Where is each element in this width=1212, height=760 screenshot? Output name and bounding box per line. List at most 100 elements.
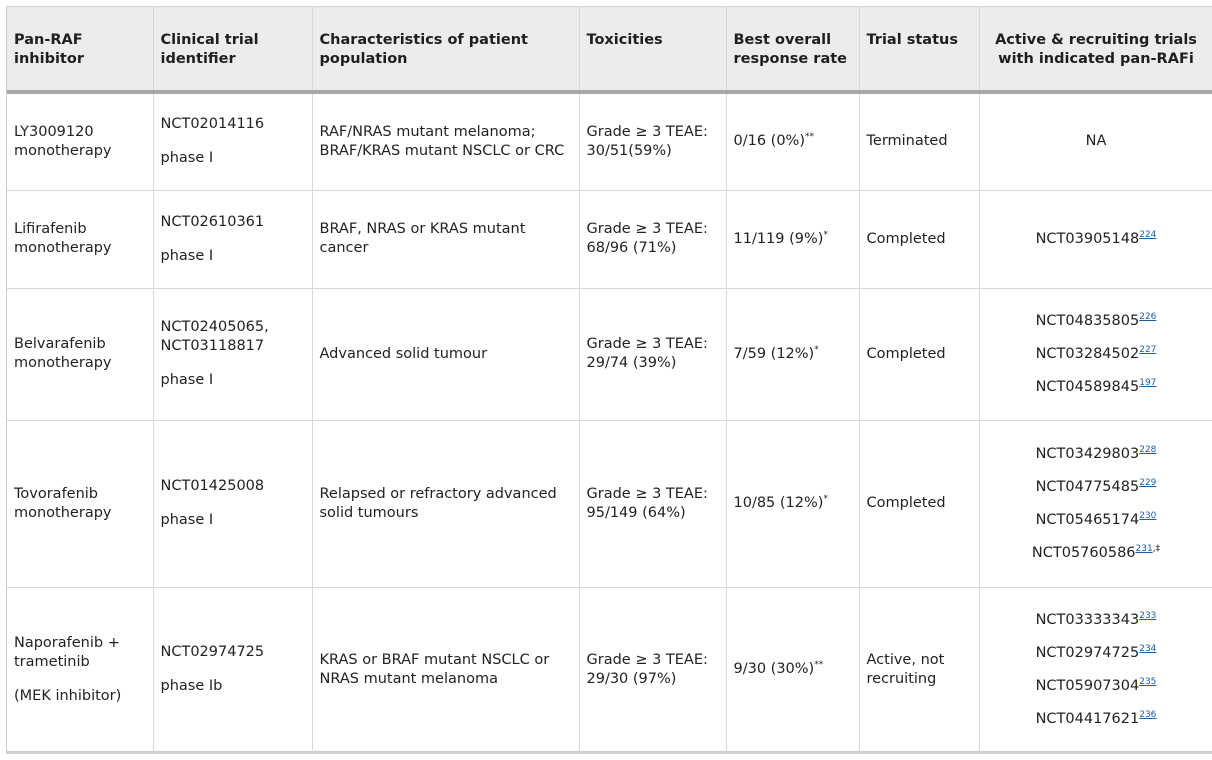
- toxicity-cell: Grade ≥ 3 TEAE: 95/149 (64%): [579, 420, 727, 588]
- response-footnote-mark: *: [823, 229, 828, 240]
- active-trials-cell: NA: [979, 92, 1212, 191]
- reference-link[interactable]: 236: [1139, 709, 1157, 720]
- response-footnote-mark: **: [805, 132, 814, 143]
- response-value: 11/119 (9%): [733, 230, 824, 247]
- response-cell: 9/30 (30%)**: [726, 587, 860, 752]
- active-trial: NCT03333343233: [987, 604, 1206, 637]
- reference-link[interactable]: 234: [1139, 643, 1157, 654]
- toxicity-value: 68/96 (71%): [586, 240, 677, 256]
- active-trial-id: NCT04775485: [1035, 478, 1140, 495]
- population-cell: Advanced solid tumour: [312, 288, 580, 421]
- inhibitor-name: Lifirafenib: [14, 221, 87, 237]
- active-trial-id: NCT04417621: [1035, 710, 1140, 727]
- trial-id: NCT02974725: [160, 644, 265, 661]
- response-value: 9/30 (30%): [733, 661, 815, 678]
- column-header-trial-status: Trial status: [859, 7, 980, 94]
- population-cell: RAF/NRAS mutant melanoma; BRAF/KRAS muta…: [312, 92, 580, 191]
- active-trial-id: NCT03333343: [1035, 611, 1140, 628]
- reference-link[interactable]: 229: [1139, 477, 1157, 488]
- active-trial-id: NCT05465174: [1035, 511, 1140, 528]
- table-row: Belvarafenib monotherapy NCT02405065, NC…: [7, 288, 1212, 421]
- reference-link[interactable]: 231: [1135, 543, 1153, 554]
- toxicity-cell: Grade ≥ 3 TEAE: 68/96 (71%): [579, 190, 727, 289]
- reference-link[interactable]: 235: [1139, 676, 1157, 687]
- inhibitor-name: Naporafenib +: [14, 634, 120, 651]
- response-footnote-mark: **: [814, 660, 824, 671]
- trial-id-cell: NCT02014116 phase I: [153, 92, 313, 191]
- active-trials-cell: NCT03429803228 NCT04775485229 NCT0546517…: [979, 420, 1212, 588]
- trial-id: NCT01425008: [160, 478, 265, 494]
- reference-link[interactable]: 197: [1139, 377, 1157, 388]
- status-cell: Terminated: [859, 92, 980, 191]
- column-header-population: Characteristics of patient population: [312, 7, 580, 94]
- inhibitor-name: Belvarafenib: [14, 336, 106, 352]
- status-cell: Completed: [859, 288, 980, 421]
- reference-link[interactable]: 233: [1139, 610, 1157, 621]
- column-header-active-trials: Active & recruiting trials with indicate…: [979, 7, 1212, 94]
- table-row: LY3009120 monotherapy NCT02014116 phase …: [7, 92, 1212, 191]
- toxicity-value: 29/74 (39%): [586, 355, 677, 371]
- inhibitor-name: Tovorafenib: [14, 485, 99, 502]
- inhibitor-note: (MEK inhibitor): [14, 687, 122, 704]
- table-row: Naporafenib + trametinib (MEK inhibitor)…: [7, 587, 1212, 752]
- active-trial: NCT03284502227: [987, 338, 1206, 371]
- inhibitor-cell: Naporafenib + trametinib (MEK inhibitor): [7, 587, 154, 752]
- active-trial: NCT05760586231,‡: [987, 537, 1206, 570]
- active-trials-cell: NCT03333343233 NCT02974725234 NCT0590730…: [979, 587, 1212, 752]
- trial-id: NCT02405065, NCT03118817: [160, 319, 269, 354]
- active-trial: NCT03905148224: [987, 223, 1206, 256]
- trial-id: NCT02610361: [160, 213, 265, 230]
- column-header-response-rate: Best overall response rate: [726, 7, 860, 94]
- active-trial: NCT03429803228: [987, 438, 1206, 471]
- response-cell: 10/85 (12%)*: [726, 420, 860, 588]
- inhibitor-name: LY3009120: [14, 123, 94, 140]
- response-cell: 0/16 (0%)**: [726, 92, 860, 191]
- active-trial-id: NCT04589845: [1035, 378, 1140, 395]
- active-trial-id: NCT03429803: [1035, 445, 1140, 462]
- status-cell: Completed: [859, 420, 980, 588]
- toxicity-label: Grade ≥ 3 TEAE:: [586, 485, 708, 502]
- toxicity-label: Grade ≥ 3 TEAE:: [586, 336, 708, 352]
- active-trial-id: NCT03284502: [1035, 345, 1140, 362]
- reference-link[interactable]: 230: [1139, 510, 1157, 521]
- inhibitor-cell: Lifirafenib monotherapy: [7, 190, 154, 289]
- toxicity-label: Grade ≥ 3 TEAE:: [586, 651, 708, 668]
- inhibitor-regimen: monotherapy: [14, 240, 112, 256]
- trial-phase: phase I: [160, 512, 214, 528]
- table-header-row: Pan-RAF inhibitor Clinical trial identif…: [7, 7, 1212, 94]
- trial-phase: phase Ib: [160, 678, 223, 695]
- trial-id-cell: NCT02974725 phase Ib: [153, 587, 313, 752]
- inhibitor-cell: LY3009120 monotherapy: [7, 92, 154, 191]
- reference-link[interactable]: 226: [1139, 311, 1157, 322]
- inhibitor-regimen: monotherapy: [14, 355, 112, 371]
- active-trial-id: NCT02974725: [1035, 644, 1140, 661]
- active-trial: NCT04835805226: [987, 305, 1206, 338]
- reference-link[interactable]: 224: [1139, 229, 1157, 240]
- response-value: 0/16 (0%): [733, 133, 806, 150]
- inhibitor-regimen: monotherapy: [14, 142, 112, 159]
- trial-phase: phase I: [160, 150, 214, 167]
- response-value: 10/85 (12%): [733, 495, 824, 511]
- active-trial: NCT04417621236: [987, 703, 1206, 736]
- active-trial-id: NCT05760586: [1031, 544, 1136, 561]
- active-trial-id: NCT04835805: [1035, 312, 1140, 329]
- toxicity-cell: Grade ≥ 3 TEAE: 29/74 (39%): [579, 288, 727, 421]
- population-cell: KRAS or BRAF mutant NSCLC or NRAS mutant…: [312, 587, 580, 752]
- active-trial: NCT04775485229: [987, 471, 1206, 504]
- trial-id-cell: NCT01425008 phase I: [153, 420, 313, 588]
- table-row: Lifirafenib monotherapy NCT02610361 phas…: [7, 190, 1212, 289]
- trial-id: NCT02014116: [160, 116, 265, 133]
- reference-link[interactable]: 228: [1139, 444, 1157, 455]
- active-trial: NCT02974725234: [987, 637, 1206, 670]
- toxicity-label: Grade ≥ 3 TEAE:: [586, 221, 708, 237]
- population-cell: Relapsed or refractory advanced solid tu…: [312, 420, 580, 588]
- toxicity-value: 95/149 (64%): [586, 504, 686, 521]
- active-trials-cell: NCT04835805226 NCT03284502227 NCT0458984…: [979, 288, 1212, 421]
- clinical-trials-table: Pan-RAF inhibitor Clinical trial identif…: [7, 7, 1212, 752]
- population-cell: BRAF, NRAS or KRAS mutant cancer: [312, 190, 580, 289]
- reference-link[interactable]: 227: [1139, 344, 1157, 355]
- inhibitor-cell: Tovorafenib monotherapy: [7, 420, 154, 588]
- response-cell: 11/119 (9%)*: [726, 190, 860, 289]
- table-row: Tovorafenib monotherapy NCT01425008 phas…: [7, 420, 1212, 588]
- status-cell: Active, not recruiting: [859, 587, 980, 752]
